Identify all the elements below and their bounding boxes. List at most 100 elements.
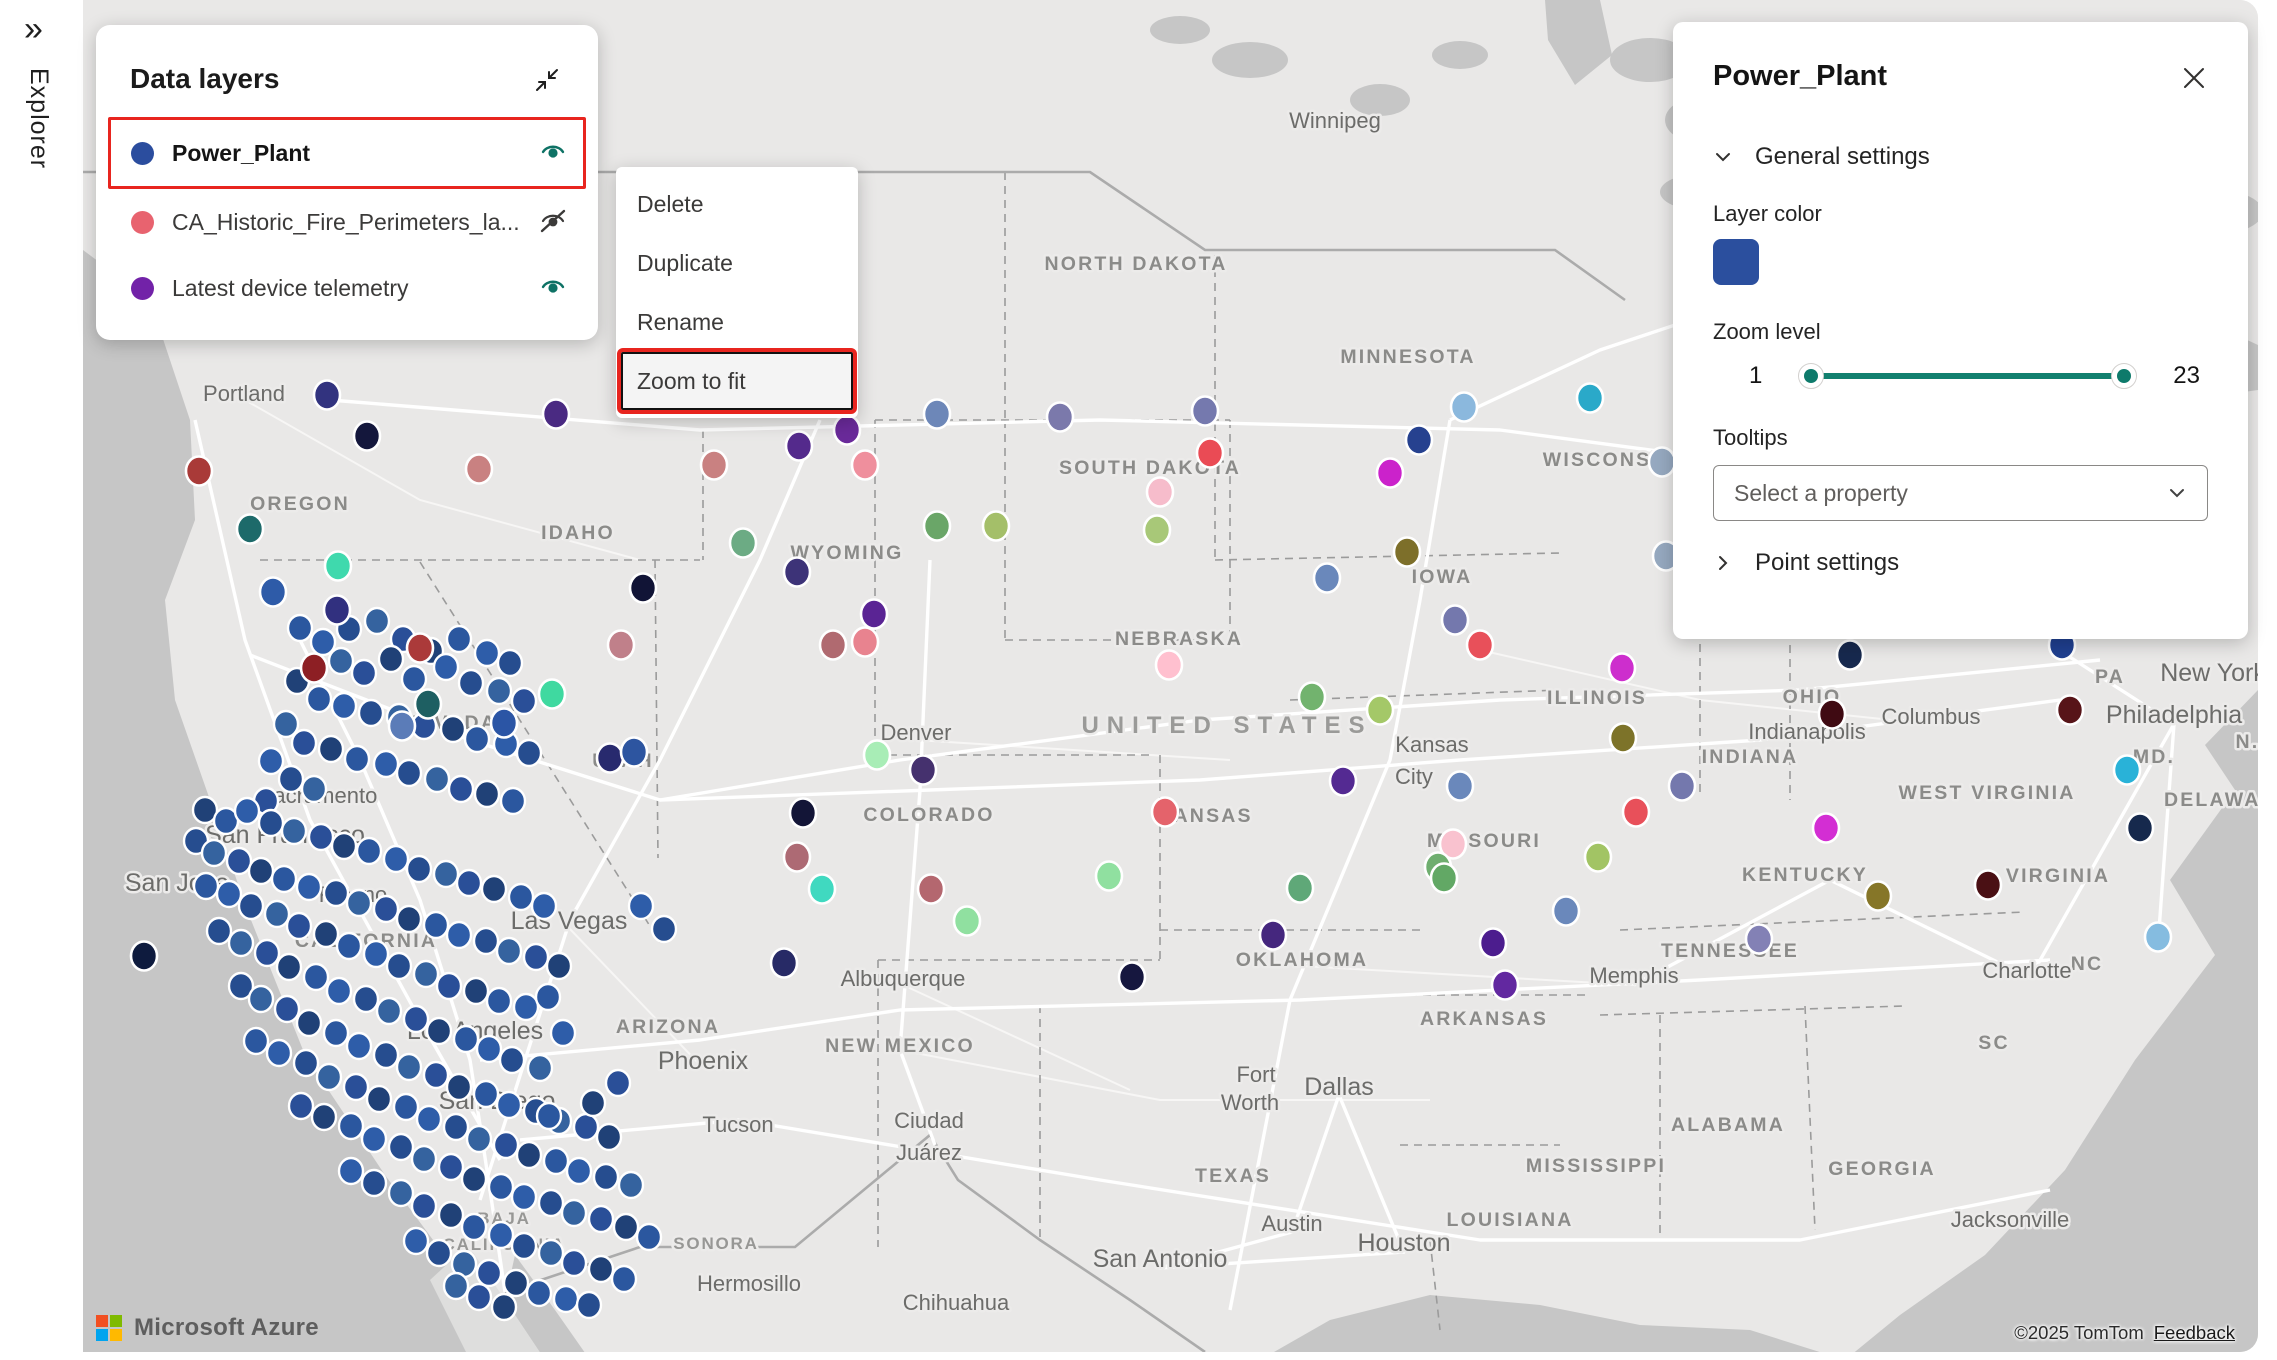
power-plant-dot[interactable] xyxy=(437,1152,465,1182)
zoom-min-handle[interactable] xyxy=(1798,363,1825,389)
close-icon[interactable] xyxy=(2180,64,2208,97)
power-plant-dot[interactable] xyxy=(300,774,328,804)
power-plant-dot[interactable] xyxy=(247,984,275,1014)
power-plant-dot[interactable] xyxy=(490,1292,518,1322)
power-plant-dot[interactable] xyxy=(487,1172,515,1202)
telemetry-dot[interactable] xyxy=(1621,796,1651,828)
power-plant-dot[interactable] xyxy=(442,1271,470,1301)
power-plant-dot[interactable] xyxy=(387,1178,415,1208)
telemetry-dot[interactable] xyxy=(981,510,1011,542)
eye-icon[interactable] xyxy=(537,272,569,305)
power-plant-dot[interactable] xyxy=(549,1018,577,1048)
power-plant-dot[interactable] xyxy=(435,971,463,1001)
power-plant-dot[interactable] xyxy=(485,676,513,706)
power-plant-dot[interactable] xyxy=(465,1282,493,1312)
power-plant-dot[interactable] xyxy=(537,1188,565,1218)
telemetry-dot[interactable] xyxy=(1744,923,1774,955)
power-plant-dot[interactable] xyxy=(522,942,550,972)
telemetry-dot[interactable] xyxy=(769,947,799,979)
power-plant-dot[interactable] xyxy=(242,1026,270,1056)
power-plant-dot[interactable] xyxy=(502,1268,530,1298)
power-plant-dot[interactable] xyxy=(627,891,655,921)
power-plant-dot[interactable] xyxy=(425,1238,453,1268)
power-plant-dot[interactable] xyxy=(335,931,363,961)
power-plant-dot[interactable] xyxy=(525,1278,553,1308)
power-plant-dot[interactable] xyxy=(277,764,305,794)
power-plant-dot[interactable] xyxy=(372,1040,400,1070)
power-plant-dot[interactable] xyxy=(510,686,538,716)
power-plant-dot[interactable] xyxy=(612,1212,640,1242)
telemetry-dot[interactable] xyxy=(1429,862,1459,894)
power-plant-dot[interactable] xyxy=(272,709,300,739)
power-plant-dot[interactable] xyxy=(309,627,337,657)
power-plant-dot[interactable] xyxy=(473,638,501,668)
layer-row-2[interactable]: Latest device telemetry xyxy=(108,255,586,321)
power-plant-dot[interactable] xyxy=(312,919,340,949)
power-plant-dot[interactable] xyxy=(422,1060,450,1090)
telemetry-dot[interactable] xyxy=(1607,652,1637,684)
power-plant-dot[interactable] xyxy=(363,606,391,636)
power-plant-dot[interactable] xyxy=(410,1191,438,1221)
menu-item-delete[interactable]: Delete xyxy=(637,191,704,217)
power-plant-dot[interactable] xyxy=(442,1112,470,1142)
telemetry-dot[interactable] xyxy=(1445,770,1475,802)
power-plant-dot[interactable] xyxy=(499,786,527,816)
power-plant-dot[interactable] xyxy=(475,1258,503,1288)
power-plant-dot[interactable] xyxy=(412,959,440,989)
telemetry-dot[interactable] xyxy=(323,550,353,582)
telemetry-dot[interactable] xyxy=(1438,828,1468,860)
power-plant-dot[interactable] xyxy=(485,986,513,1016)
power-plant-dot[interactable] xyxy=(315,1062,343,1092)
power-plant-dot[interactable] xyxy=(445,624,473,654)
power-plant-dot[interactable] xyxy=(423,764,451,794)
telemetry-dot[interactable] xyxy=(1551,895,1581,927)
menu-item-rename[interactable]: Rename xyxy=(637,309,724,335)
power-plant-dot[interactable] xyxy=(437,1200,465,1230)
zoom-max-handle[interactable] xyxy=(2111,363,2138,389)
power-plant-dot[interactable] xyxy=(592,1162,620,1192)
power-plant-dot[interactable] xyxy=(322,878,350,908)
telemetry-dot[interactable] xyxy=(922,510,952,542)
power-plant-dot[interactable] xyxy=(542,1146,570,1176)
power-plant-dot[interactable] xyxy=(285,911,313,941)
telemetry-dot[interactable] xyxy=(1142,514,1172,546)
power-plant-dot[interactable] xyxy=(377,644,405,674)
telemetry-dot[interactable] xyxy=(1297,681,1327,713)
power-plant-dot[interactable] xyxy=(233,796,261,826)
telemetry-dot[interactable] xyxy=(2112,754,2142,786)
telemetry-dot[interactable] xyxy=(862,739,892,771)
power-plant-dot[interactable] xyxy=(617,1170,645,1200)
power-plant-dot[interactable] xyxy=(510,1231,538,1261)
layer-row-0[interactable]: Power_Plant xyxy=(108,117,586,189)
telemetry-dot[interactable] xyxy=(1154,649,1184,681)
power-plant-dot[interactable] xyxy=(572,1112,600,1142)
power-plant-dot[interactable] xyxy=(445,920,473,950)
power-plant-dot[interactable] xyxy=(387,1132,415,1162)
power-plant-dot[interactable] xyxy=(257,808,285,838)
power-plant-dot[interactable] xyxy=(350,658,378,688)
telemetry-dot[interactable] xyxy=(1449,391,1479,423)
telemetry-dot[interactable] xyxy=(1117,961,1147,993)
telemetry-dot[interactable] xyxy=(1258,919,1288,951)
power-plant-dot[interactable] xyxy=(472,1079,500,1109)
power-plant-dot[interactable] xyxy=(534,982,562,1012)
telemetry-dot[interactable] xyxy=(489,707,519,739)
power-plant-dot[interactable] xyxy=(635,1222,663,1252)
power-plant-dot[interactable] xyxy=(402,1004,430,1034)
telemetry-dot[interactable] xyxy=(1465,629,1495,661)
telemetry-dot[interactable] xyxy=(1392,536,1422,568)
power-plant-dot[interactable] xyxy=(227,928,255,958)
power-plant-dot[interactable] xyxy=(225,846,253,876)
telemetry-dot[interactable] xyxy=(1045,401,1075,433)
power-plant-dot[interactable] xyxy=(457,668,485,698)
telemetry-dot[interactable] xyxy=(184,455,214,487)
power-plant-dot[interactable] xyxy=(587,1254,615,1284)
power-plant-dot[interactable] xyxy=(487,1220,515,1250)
telemetry-dot[interactable] xyxy=(922,398,952,430)
power-plant-dot[interactable] xyxy=(560,1198,588,1228)
telemetry-dot[interactable] xyxy=(1608,722,1638,754)
power-plant-dot[interactable] xyxy=(257,746,285,776)
power-plant-dot[interactable] xyxy=(565,1156,593,1186)
power-plant-dot[interactable] xyxy=(247,856,275,886)
power-plant-dot[interactable] xyxy=(510,1182,538,1212)
